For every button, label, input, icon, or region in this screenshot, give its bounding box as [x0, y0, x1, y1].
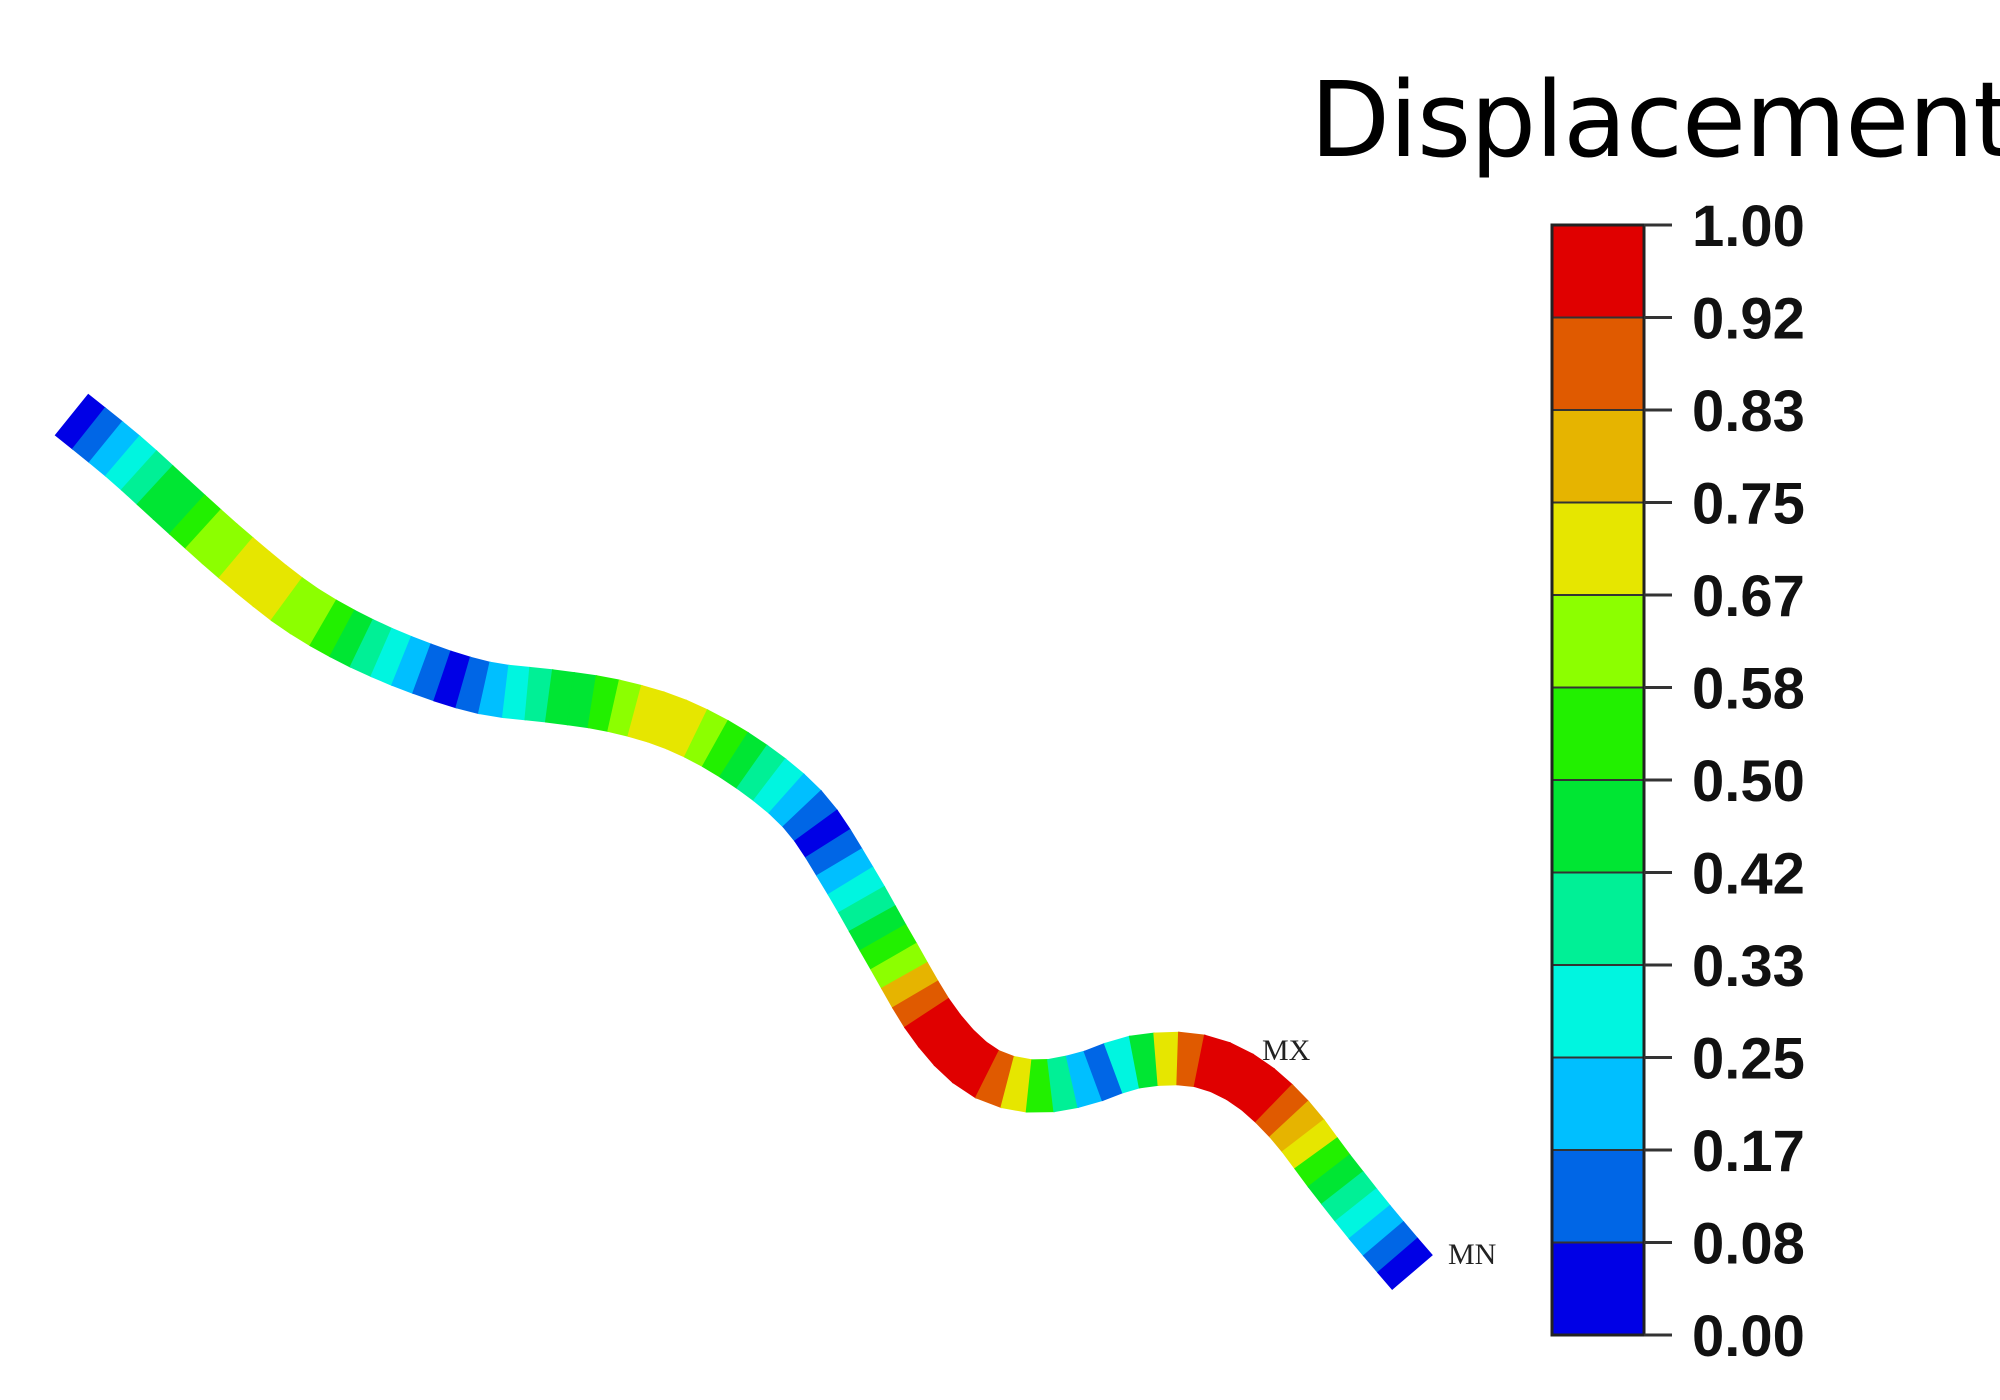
colorbar-segment	[1551, 686, 1645, 781]
tick-label: 0.83	[1692, 379, 1805, 444]
tick-label: 0.50	[1692, 749, 1805, 814]
tick-label: 0.25	[1692, 1027, 1805, 1092]
colorbar-segment	[1551, 409, 1645, 504]
legend-colorbar	[1550, 223, 1646, 1337]
min-marker: MN	[1448, 1238, 1496, 1271]
beam-element	[1153, 1031, 1180, 1086]
tick-label: 0.58	[1692, 657, 1805, 722]
tick-label: 0.17	[1692, 1119, 1805, 1184]
legend-title: Displacement	[1310, 59, 2000, 181]
colorbar-segment	[1551, 1056, 1645, 1151]
colorbar-segment	[1551, 594, 1645, 689]
legend-ticks: 1.00 0.92 0.83 0.75 0.67 0.58 0.50 0.42 0.33 0.25…	[1644, 194, 1805, 1369]
colorbar-segment	[1551, 1241, 1645, 1336]
tick-label: 0.42	[1692, 842, 1805, 907]
colorbar-segment	[1551, 779, 1645, 874]
beam-element	[1377, 1237, 1433, 1290]
tick-label: 0.75	[1692, 472, 1805, 537]
tick-label: 0.08	[1692, 1212, 1805, 1277]
colorbar-segment	[1551, 316, 1645, 411]
colorbar-segment	[1551, 224, 1645, 319]
tick-label: 0.33	[1692, 934, 1805, 999]
colorbar-segment	[1551, 871, 1645, 966]
tick-label: 1.00	[1692, 194, 1805, 259]
colorbar-segment	[1551, 501, 1645, 596]
colorbar-segment	[1551, 964, 1645, 1059]
tick-label: 0.00	[1692, 1304, 1805, 1369]
max-marker: MX	[1262, 1034, 1311, 1067]
deformed-beam	[54, 393, 1433, 1290]
tick-label: 0.67	[1692, 564, 1805, 629]
tick-label: 0.92	[1692, 287, 1805, 352]
colorbar-segment	[1551, 1149, 1645, 1244]
